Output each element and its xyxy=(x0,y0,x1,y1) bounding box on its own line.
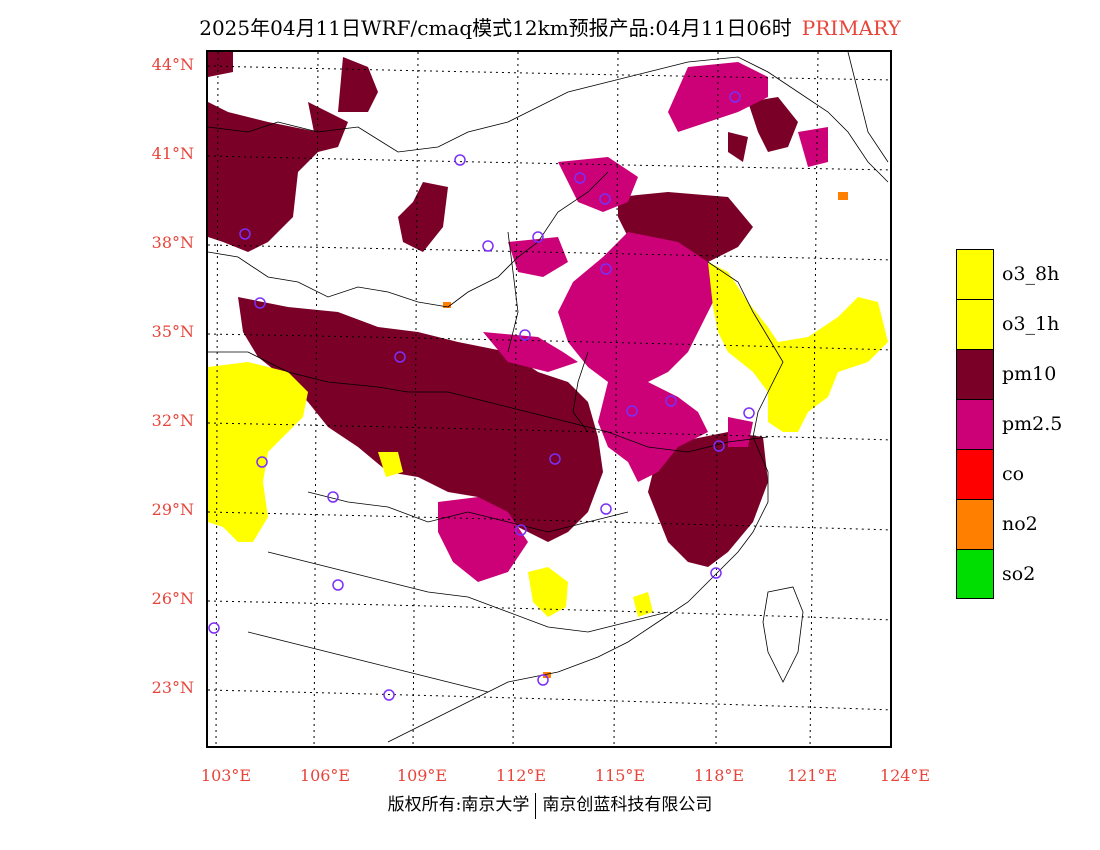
legend-swatch xyxy=(956,499,994,549)
lat-label-26: 26°N xyxy=(151,589,194,608)
map-panel[interactable] xyxy=(206,50,892,748)
lat-label-41: 41°N xyxy=(151,144,194,163)
copyright-left: 版权所有:南京大学 xyxy=(387,795,530,815)
legend-swatch xyxy=(956,299,994,349)
lat-label-29: 29°N xyxy=(151,500,194,519)
map-title-tag: PRIMARY xyxy=(801,16,901,40)
legend-item-co: co xyxy=(956,449,1062,499)
legend-swatch xyxy=(956,549,994,599)
no2-hotspot xyxy=(838,192,848,200)
copyright-separator xyxy=(535,792,537,819)
legend-item-so2: so2 xyxy=(956,549,1062,599)
legend-label: co xyxy=(1002,463,1025,485)
lon-label-124: 124°E xyxy=(879,766,931,785)
station-markers xyxy=(208,91,755,701)
lat-label-38: 38°N xyxy=(151,233,194,252)
lat-label-35: 35°N xyxy=(151,322,194,341)
legend: o3_8h o3_1h pm10 pm2.5 co no2 so2 xyxy=(956,249,1062,599)
legend-swatch xyxy=(956,249,994,299)
pollution-map xyxy=(208,52,890,746)
legend-item-o3-8h: o3_8h xyxy=(956,249,1062,299)
legend-label: no2 xyxy=(1002,513,1038,535)
lon-label-106: 106°E xyxy=(299,766,351,785)
pm10-regions xyxy=(208,52,798,567)
legend-label: pm10 xyxy=(1002,363,1057,385)
copyright-footer: 版权所有:南京大学 南京创蓝科技有限公司 xyxy=(0,790,1100,819)
legend-label: so2 xyxy=(1002,563,1036,585)
o3-regions xyxy=(208,262,888,617)
legend-item-o3-1h: o3_1h xyxy=(956,299,1062,349)
boundary-lines xyxy=(208,52,889,743)
lon-label-115: 115°E xyxy=(594,766,646,785)
legend-swatch xyxy=(956,399,994,449)
map-title: 2025年04月11日WRF/cmaq模式12km预报产品:04月11日06时 P… xyxy=(0,12,1100,41)
lat-label-44: 44°N xyxy=(151,55,194,74)
lon-label-121: 121°E xyxy=(786,766,838,785)
legend-label: pm2.5 xyxy=(1002,413,1063,435)
lon-label-103: 103°E xyxy=(200,766,252,785)
lat-label-23: 23°N xyxy=(151,678,194,697)
lat-label-32: 32°N xyxy=(151,411,194,430)
graticule-lines xyxy=(208,52,890,746)
legend-swatch xyxy=(956,349,994,399)
lon-label-118: 118°E xyxy=(693,766,745,785)
legend-item-pm25: pm2.5 xyxy=(956,399,1062,449)
no2-hotspot xyxy=(443,302,451,308)
map-title-main: 2025年04月11日WRF/cmaq模式12km预报产品:04月11日06时 xyxy=(199,16,792,40)
legend-swatch xyxy=(956,449,994,499)
legend-label: o3_8h xyxy=(1002,263,1060,285)
legend-item-pm10: pm10 xyxy=(956,349,1062,399)
legend-item-no2: no2 xyxy=(956,499,1062,549)
lon-label-109: 109°E xyxy=(396,766,448,785)
lon-label-112: 112°E xyxy=(495,766,547,785)
copyright-right: 南京创蓝科技有限公司 xyxy=(542,795,713,815)
legend-label: o3_1h xyxy=(1002,313,1060,335)
no2-hotspot xyxy=(543,672,551,678)
